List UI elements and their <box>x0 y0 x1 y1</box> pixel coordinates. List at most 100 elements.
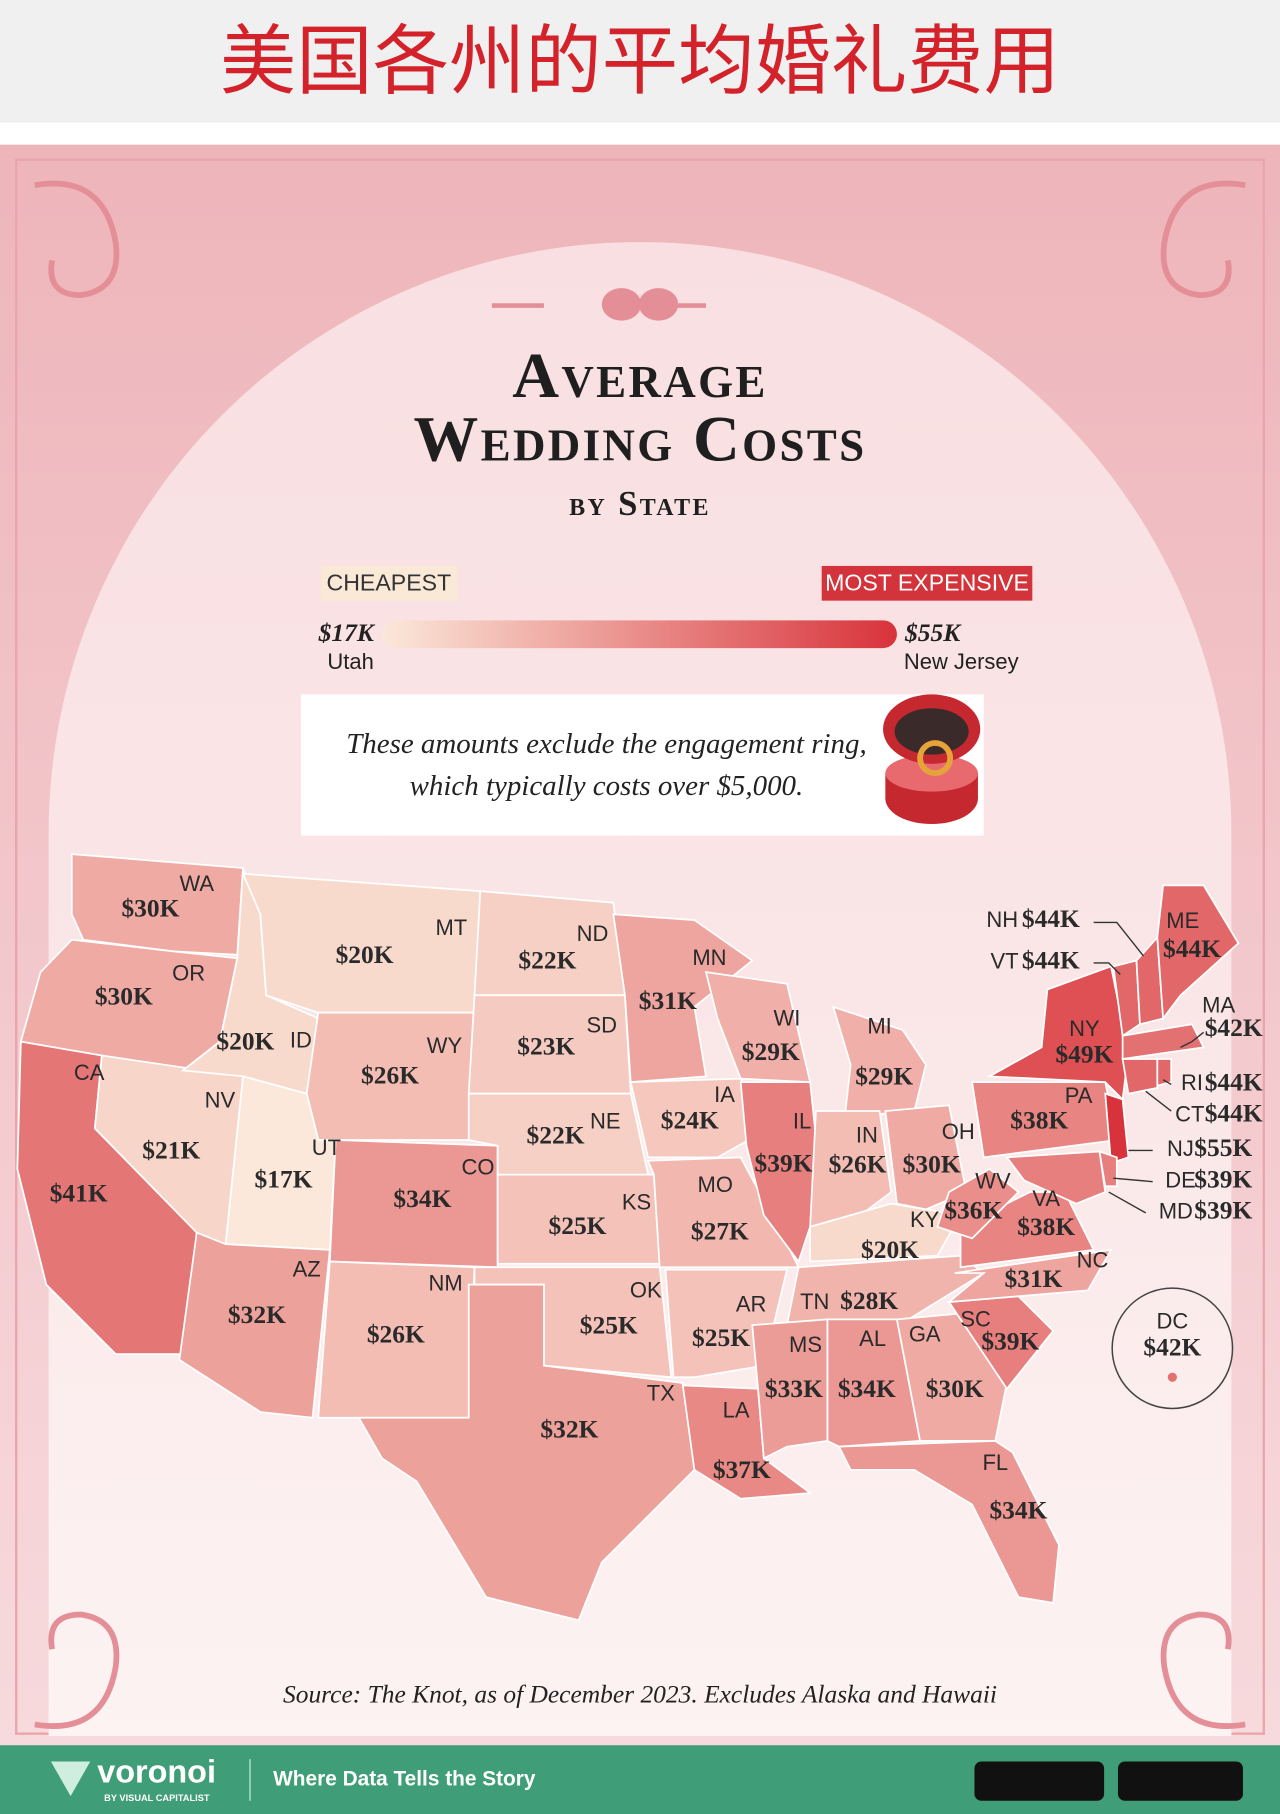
state-value-label: $26K <box>829 1149 887 1178</box>
state-value-label: $39K <box>1194 1196 1252 1225</box>
state-code: PA <box>1065 1083 1093 1108</box>
max-label: $55K <box>904 618 962 647</box>
state-code: TN <box>800 1289 829 1314</box>
state-code: MI <box>867 1014 891 1039</box>
state-value-label: $26K <box>367 1320 425 1349</box>
state-value-label: $25K <box>580 1310 638 1339</box>
state-value-label: $34K <box>393 1184 451 1213</box>
state <box>837 1439 1060 1604</box>
state-value-label: $25K <box>692 1323 750 1352</box>
state-code: WV <box>975 1169 1011 1194</box>
state-value-label: $42K <box>1205 1013 1263 1042</box>
state-code: AR <box>736 1291 767 1316</box>
state <box>946 1248 1113 1304</box>
state <box>178 1231 331 1419</box>
state <box>1167 1372 1177 1382</box>
state-value-label: $39K <box>1194 1164 1252 1193</box>
state-value-label: $39K <box>981 1327 1039 1356</box>
state-code: ND <box>577 921 609 946</box>
brand: voronoi <box>97 1754 216 1790</box>
state-value-label: $42K <box>1143 1332 1201 1361</box>
state-code: WY <box>427 1033 463 1058</box>
state <box>1156 1058 1173 1087</box>
state-code: NV <box>205 1088 236 1113</box>
state-value-label: $29K <box>742 1037 800 1066</box>
state <box>612 913 754 1084</box>
state-code: MS <box>789 1332 822 1357</box>
state-value-label: $20K <box>216 1027 274 1056</box>
state-value-label: $31K <box>639 986 697 1015</box>
title-line2: Wedding Costs <box>414 403 867 475</box>
state-code: UT <box>312 1135 341 1160</box>
state-code: IL <box>793 1108 811 1133</box>
leaders <box>1093 921 1234 1410</box>
state-code: CA <box>74 1060 105 1085</box>
state-code: KS <box>622 1189 651 1214</box>
state <box>1156 884 1240 1021</box>
state-code: NY <box>1069 1016 1100 1041</box>
state-value-label: $22K <box>527 1120 585 1149</box>
state <box>809 1202 962 1263</box>
state-value-label: $30K <box>121 894 179 923</box>
state-value-label: $44K <box>1163 934 1221 963</box>
state-code: DC <box>1157 1309 1189 1334</box>
state-value-label: $25K <box>549 1211 607 1240</box>
state-code: KY <box>910 1207 940 1232</box>
state-code: OK <box>630 1277 662 1302</box>
state-code: ID <box>290 1027 312 1052</box>
state-code: VA <box>1032 1186 1060 1211</box>
state-value-label: $24K <box>661 1105 719 1134</box>
store-button[interactable] <box>974 1761 1105 1801</box>
state-value-label: $34K <box>989 1495 1047 1524</box>
state-value-label: $34K <box>838 1374 896 1403</box>
state-value-label: $39K <box>755 1148 813 1177</box>
state-value-label: $30K <box>903 1149 961 1178</box>
state-code: MN <box>692 945 726 970</box>
state-value-label: $30K <box>926 1374 984 1403</box>
state-code: CO <box>461 1155 494 1180</box>
title-line1: Average <box>512 340 768 412</box>
state-value-label: $37K <box>713 1455 771 1484</box>
min-state: Utah <box>327 649 373 674</box>
logo-mark <box>50 1761 91 1797</box>
state-value-label: $20K <box>336 940 394 969</box>
state-value-label: $44K <box>1205 1099 1263 1128</box>
state-value-label: $28K <box>840 1286 898 1315</box>
max-state: New Jersey <box>904 649 1019 674</box>
state-code: NE <box>590 1108 621 1133</box>
state-code: MT <box>435 915 467 940</box>
state-code: AZ <box>293 1257 321 1282</box>
state-value-label: $17K <box>255 1164 313 1193</box>
state-code: OH <box>942 1119 975 1144</box>
state-value-label: $31K <box>1004 1264 1062 1293</box>
state-value-label: $33K <box>765 1374 823 1403</box>
state-value-label: $44K <box>1205 1067 1263 1096</box>
state-value-label: $38K <box>1010 1105 1068 1134</box>
banner-title: 美国各州的平均婚礼费用 <box>220 19 1060 104</box>
state-code: LA <box>723 1398 750 1423</box>
brand-sub: BY VISUAL CAPITALIST <box>104 1793 210 1803</box>
state-code: NM <box>428 1270 462 1295</box>
state-value-label: $22K <box>518 946 576 975</box>
state-code: GA <box>909 1321 941 1346</box>
note-line: These amounts exclude the engagement rin… <box>346 728 866 760</box>
state <box>936 1167 1020 1240</box>
ornaments <box>34 180 1246 1729</box>
source: Source: The Knot, as of December 2023. E… <box>283 1679 997 1708</box>
state <box>305 1011 476 1141</box>
state-value-label: $29K <box>855 1061 913 1090</box>
title-line3: by State <box>569 484 711 523</box>
state <box>1121 1023 1205 1060</box>
state-value-label: $44K <box>1022 946 1080 975</box>
state <box>629 1077 771 1159</box>
ring-icon <box>883 694 981 825</box>
state-value-label: $27K <box>691 1217 749 1246</box>
state-code: IA <box>714 1082 735 1107</box>
state-code: OR <box>172 960 205 985</box>
heart-ornament <box>601 288 679 321</box>
state-value-label: $32K <box>540 1414 598 1443</box>
state-code: MA <box>1202 993 1235 1018</box>
store-button[interactable] <box>1117 1761 1243 1801</box>
state <box>704 971 812 1084</box>
